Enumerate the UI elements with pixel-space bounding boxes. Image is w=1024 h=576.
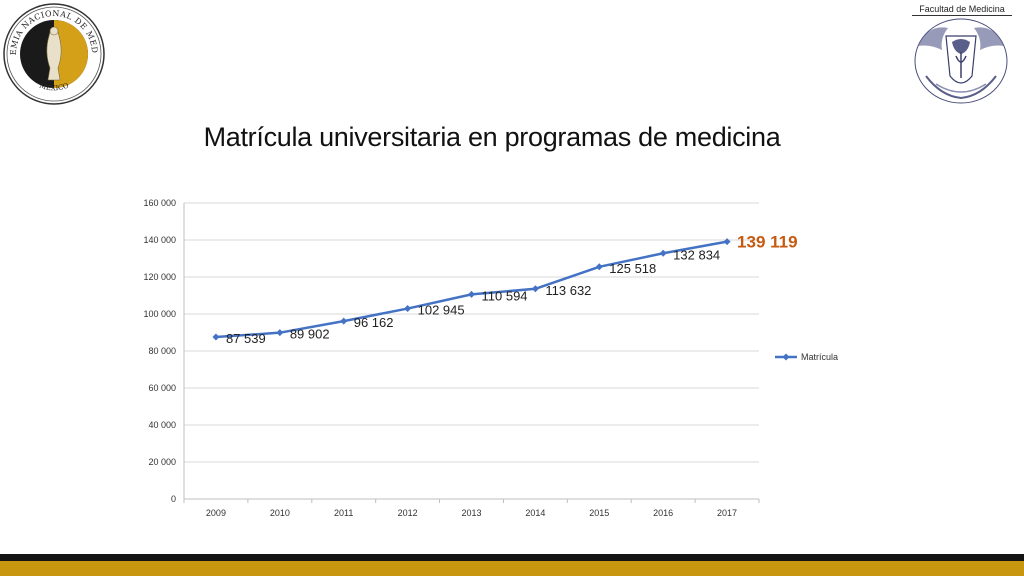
y-tick-label: 120 000 xyxy=(143,272,176,282)
y-tick-label: 80 000 xyxy=(148,346,176,356)
data-point-marker xyxy=(468,290,475,298)
data-point-marker xyxy=(212,333,220,341)
x-tick-label: 2011 xyxy=(334,508,353,518)
y-tick-label: 100 000 xyxy=(143,309,176,319)
footer-black-band xyxy=(0,554,1024,561)
data-label: 110 594 xyxy=(482,288,528,303)
unam-facultad-de-medicina-emblem-icon xyxy=(914,18,1008,104)
x-tick-label: 2012 xyxy=(398,508,418,518)
y-tick-label: 0 xyxy=(171,494,176,504)
data-label: 125 518 xyxy=(609,261,656,276)
data-point-marker xyxy=(723,238,731,246)
data-label: 132 834 xyxy=(673,247,720,262)
y-tick-label: 60 000 xyxy=(148,383,176,393)
x-tick-label: 2009 xyxy=(206,508,226,518)
footer-gold-band xyxy=(0,561,1024,576)
data-point-marker xyxy=(276,329,284,337)
legend-marker xyxy=(782,353,790,361)
x-tick-label: 2014 xyxy=(525,508,545,518)
data-label: 87 539 xyxy=(226,331,266,346)
y-tick-label: 160 000 xyxy=(143,198,176,208)
svg-text:MÉXICO: MÉXICO xyxy=(38,81,70,92)
seal-text-bottom: MÉXICO xyxy=(38,81,70,92)
data-label: 113 632 xyxy=(545,283,591,298)
y-tick-label: 140 000 xyxy=(143,235,176,245)
x-tick-label: 2016 xyxy=(653,508,673,518)
x-tick-label: 2015 xyxy=(589,508,609,518)
x-tick-label: 2013 xyxy=(461,508,481,518)
series-line-matricula xyxy=(215,240,728,339)
data-point-marker xyxy=(340,317,348,325)
facultad-label: Facultad de Medicina xyxy=(912,4,1012,16)
x-tick-label: 2010 xyxy=(270,508,290,518)
legend-label: Matrícula xyxy=(801,352,838,362)
y-tick-label: 40 000 xyxy=(148,420,176,430)
data-point-marker xyxy=(404,305,412,313)
data-label: 96 162 xyxy=(354,315,394,330)
y-tick-label: 20 000 xyxy=(148,457,176,467)
data-point-marker xyxy=(595,263,603,271)
x-tick-label: 2017 xyxy=(717,508,737,518)
data-point-marker xyxy=(531,285,539,293)
data-point-marker xyxy=(659,249,667,257)
data-label: 102 945 xyxy=(418,303,465,318)
chart-title: Matrícula universitaria en programas de … xyxy=(203,122,781,152)
data-label-last: 139 119 xyxy=(737,233,798,252)
data-label: 89 902 xyxy=(290,327,330,342)
academia-nacional-de-medicina-seal-icon: ACADEMIA NACIONAL DE MEDICINA MÉXICO xyxy=(2,2,105,105)
